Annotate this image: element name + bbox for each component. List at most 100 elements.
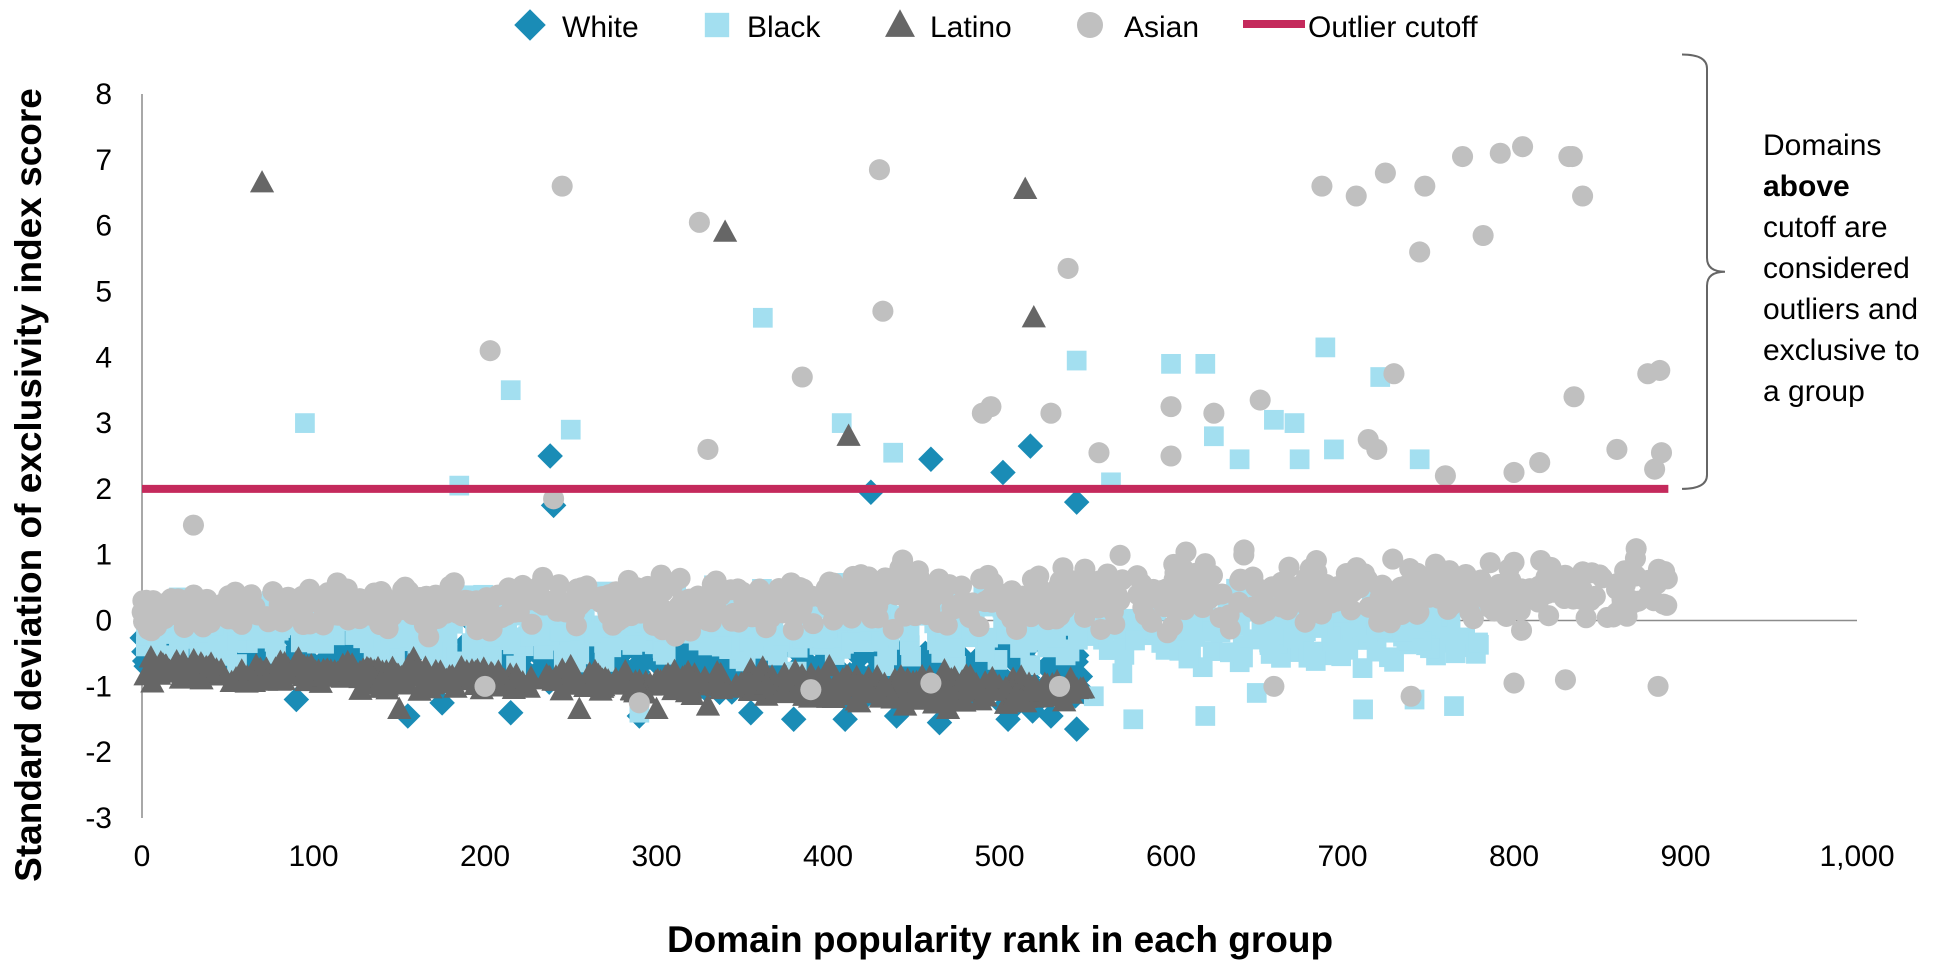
data-point-asian: [1650, 442, 1673, 464]
data-point-latino: [623, 669, 648, 692]
data-point-latino: [402, 660, 427, 683]
y-tick-label: 5: [95, 275, 112, 308]
data-point-latino: [541, 668, 566, 691]
data-point-asian: [868, 159, 890, 181]
data-point-asian: [1649, 359, 1671, 381]
data-point-asian: [867, 607, 889, 629]
data-point-asian: [1028, 565, 1050, 587]
annotation-line: cutoff are: [1763, 211, 1888, 244]
annotation-text: Domains above cutoff are considered outliers…: [1763, 129, 1920, 408]
data-point-asian: [1074, 606, 1096, 628]
data-point-black: [601, 637, 622, 658]
data-point-latino: [198, 651, 224, 674]
data-points: [129, 136, 1678, 742]
data-point-asian: [1186, 584, 1209, 606]
data-point-latino: [754, 672, 779, 695]
x-tick-label: 0: [134, 840, 151, 873]
data-point-asian: [842, 585, 864, 607]
data-point-asian: [1644, 458, 1666, 480]
data-point-white: [738, 699, 764, 726]
data-point-black: [290, 632, 311, 653]
data-point-asian: [1311, 175, 1333, 197]
data-point-asian: [678, 588, 700, 610]
data-point-asian: [352, 595, 374, 617]
data-point-asian: [1368, 575, 1390, 597]
data-point-asian: [1384, 584, 1406, 606]
data-point-asian: [866, 579, 888, 601]
data-point-latino: [1001, 685, 1027, 708]
data-point-asian: [1528, 583, 1551, 605]
data-point-latino: [1013, 176, 1038, 199]
data-point-latino: [314, 658, 339, 681]
y-tick-label: 0: [95, 605, 112, 638]
data-point-latino: [954, 663, 979, 686]
y-tick-label: -3: [85, 802, 112, 835]
data-point-asian: [653, 599, 675, 621]
data-point-asian: [1618, 588, 1641, 610]
data-point-latino: [932, 658, 957, 681]
data-point-asian: [1109, 544, 1131, 566]
data-point-black: [1202, 641, 1223, 661]
data-point-asian: [1349, 577, 1371, 599]
data-point-asian: [1406, 562, 1428, 584]
data-point-asian: [1366, 438, 1388, 460]
data-point-asian: [546, 593, 568, 615]
data-point-black: [1445, 643, 1466, 664]
series-latino: [133, 170, 1096, 719]
data-point-asian: [688, 211, 710, 233]
data-point-black: [622, 635, 643, 655]
data-point-white: [780, 706, 807, 733]
y-tick-label: 3: [95, 407, 112, 440]
data-point-asian: [896, 563, 918, 585]
data-point-asian: [1459, 601, 1481, 623]
annotation-line: a group: [1763, 375, 1865, 408]
data-point-black: [814, 628, 835, 649]
data-point-white: [283, 686, 310, 713]
data-point-asian: [564, 602, 586, 624]
data-point-asian: [1088, 442, 1110, 464]
data-point-black: [295, 413, 315, 433]
x-tick-label: 300: [631, 840, 681, 873]
data-point-black: [942, 637, 963, 658]
annotation-line: exclusive to: [1763, 334, 1920, 367]
data-point-black: [1315, 337, 1336, 358]
data-point-black: [1338, 639, 1359, 660]
data-point-asian: [1233, 539, 1255, 561]
x-tick-label: 1,000: [1819, 840, 1894, 873]
data-point-latino: [387, 696, 412, 719]
data-point-black: [711, 636, 732, 657]
data-point-asian: [1561, 145, 1583, 168]
data-point-asian: [974, 590, 996, 613]
data-point-asian: [1606, 438, 1628, 460]
data-point-asian: [1335, 563, 1357, 585]
data-point-asian: [703, 589, 725, 611]
x-tick-label: 200: [460, 840, 510, 873]
data-point-asian: [650, 564, 672, 586]
data-point-asian: [262, 581, 284, 603]
data-point-asian: [1529, 452, 1551, 474]
data-point-black: [1123, 709, 1144, 730]
data-point-latino: [817, 653, 842, 677]
data-point-white: [832, 706, 858, 733]
data-point-asian: [1315, 573, 1337, 595]
data-point-asian: [1409, 241, 1431, 263]
data-point-asian: [1575, 607, 1597, 629]
data-point-asian: [465, 606, 487, 628]
data-point-asian: [791, 366, 813, 388]
data-point-asian: [822, 609, 844, 631]
annotation-line: considered: [1763, 252, 1910, 285]
data-point-asian: [427, 607, 449, 629]
data-point-asian: [1255, 594, 1277, 616]
data-point-black: [1289, 449, 1310, 470]
data-point-asian: [669, 567, 691, 589]
data-point-asian: [1345, 185, 1367, 207]
data-point-black: [1444, 696, 1464, 716]
data-point-latino: [567, 696, 592, 719]
data-point-latino: [1021, 305, 1046, 328]
annotation-line: above: [1763, 170, 1850, 203]
data-point-black: [1204, 426, 1224, 447]
data-point-black: [1283, 627, 1304, 648]
data-point-latino: [980, 665, 1005, 689]
data-point-asian: [1489, 142, 1511, 164]
